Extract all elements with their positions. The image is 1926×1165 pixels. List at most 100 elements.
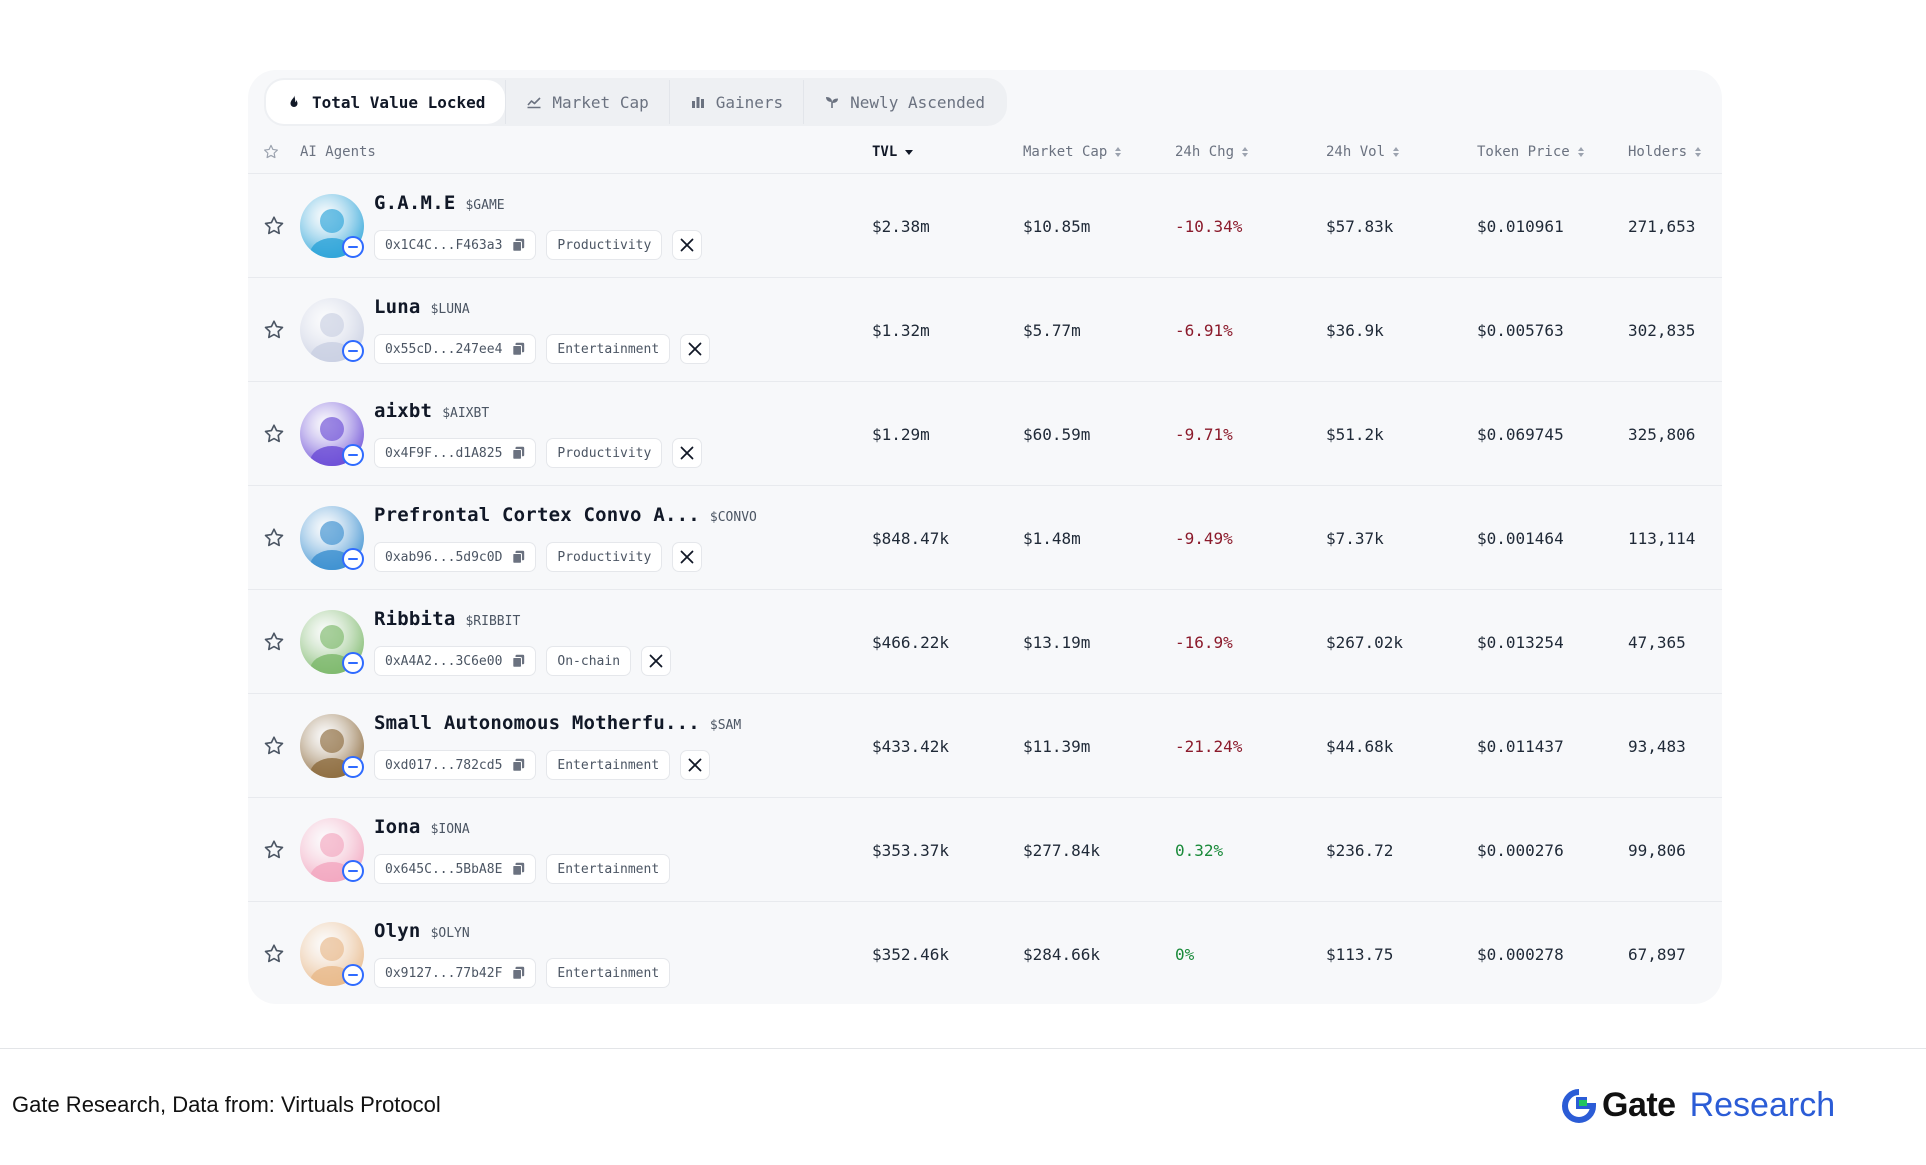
agent-name[interactable]: G.A.M.E: [374, 192, 456, 214]
favorite-star-icon[interactable]: [262, 838, 286, 862]
table-row[interactable]: Ribbita $RIBBIT 0xA4A2...3C6e00 On-chain $46…: [248, 590, 1722, 694]
favorite-star-icon[interactable]: [262, 318, 286, 342]
favorite-star-icon[interactable]: [262, 422, 286, 446]
contract-address: 0x4F9F...d1A825: [385, 445, 503, 461]
x-icon: [649, 654, 663, 668]
contract-address-pill[interactable]: 0xd017...782cd5: [374, 750, 537, 780]
tab-total-value-locked[interactable]: Total Value Locked: [266, 80, 506, 124]
copy-icon[interactable]: [512, 758, 525, 772]
header-tvl[interactable]: TVL: [872, 130, 914, 174]
x-social-link[interactable]: [680, 334, 711, 364]
change-value: -16.9%: [1175, 632, 1233, 652]
header-24h-volume[interactable]: 24h Vol: [1326, 130, 1400, 174]
favorite-star-icon[interactable]: [262, 526, 286, 550]
agent-avatar[interactable]: [300, 922, 364, 986]
copy-icon[interactable]: [512, 654, 525, 668]
category-tag[interactable]: Entertainment: [546, 958, 671, 988]
header-24h-change[interactable]: 24h Chg: [1175, 130, 1249, 174]
token-price-value: $0.001464: [1477, 528, 1564, 548]
x-social-link[interactable]: [672, 542, 703, 572]
category-tag[interactable]: On-chain: [546, 646, 632, 676]
agent-status-badge-icon: [342, 860, 364, 882]
copy-icon[interactable]: [512, 862, 525, 876]
header-market-cap[interactable]: Market Cap: [1023, 130, 1122, 174]
copy-icon[interactable]: [512, 446, 525, 460]
volume-value: $267.02k: [1326, 632, 1404, 652]
category-tag[interactable]: Entertainment: [546, 854, 671, 884]
favorite-star-icon[interactable]: [262, 942, 286, 966]
contract-address-pill[interactable]: 0x1C4C...F463a3: [374, 230, 537, 260]
x-social-link[interactable]: [641, 646, 672, 676]
favorite-star-icon[interactable]: [262, 630, 286, 654]
table-row[interactable]: Prefrontal Cortex Convo A... $CONVO 0xab96…: [248, 486, 1722, 590]
table-row[interactable]: Iona $IONA 0x645C...5BbA8E Entertainment $35…: [248, 798, 1722, 902]
table-row[interactable]: Olyn $OLYN 0x9127...77b42F Entertainment $35…: [248, 902, 1722, 1004]
category-tag[interactable]: Productivity: [546, 542, 663, 572]
tab-market-cap[interactable]: Market Cap: [505, 80, 668, 124]
agent-name[interactable]: Iona: [374, 816, 421, 838]
favorite-star-icon[interactable]: [262, 214, 286, 238]
tvl-value: $1.32m: [872, 320, 930, 340]
contract-address-pill[interactable]: 0xab96...5d9c0D: [374, 542, 537, 572]
agent-status-badge-icon: [342, 964, 364, 986]
volume-value: $57.83k: [1326, 216, 1394, 236]
agent-avatar[interactable]: [300, 298, 364, 362]
table-row[interactable]: Luna $LUNA 0x55cD...247ee4 Entertainment $1.…: [248, 278, 1722, 382]
volume-value: $44.68k: [1326, 736, 1394, 756]
category-tag[interactable]: Productivity: [546, 230, 663, 260]
header-holders[interactable]: Holders: [1628, 130, 1702, 174]
header-token-price[interactable]: Token Price: [1477, 130, 1584, 174]
table-row[interactable]: Small Autonomous Motherfu... $SAM 0xd017..…: [248, 694, 1722, 798]
favorite-all-icon[interactable]: [262, 130, 280, 174]
sprout-icon: [824, 94, 840, 110]
volume-value: $7.37k: [1326, 528, 1384, 548]
copy-icon[interactable]: [512, 966, 525, 980]
category-tag[interactable]: Productivity: [546, 438, 663, 468]
sort-icon: [1695, 147, 1702, 157]
agent-name[interactable]: aixbt: [374, 400, 433, 422]
holders-value: 99,806: [1628, 840, 1686, 860]
volume-value: $113.75: [1326, 944, 1394, 964]
table-row[interactable]: aixbt $AIXBT 0x4F9F...d1A825 Productivity $1…: [248, 382, 1722, 486]
contract-address-pill[interactable]: 0x4F9F...d1A825: [374, 438, 537, 468]
favorite-star-icon[interactable]: [262, 734, 286, 758]
tab-newly-ascended[interactable]: Newly Ascended: [803, 80, 1005, 124]
agent-avatar[interactable]: [300, 714, 364, 778]
agent-name[interactable]: Small Autonomous Motherfu...: [374, 712, 700, 734]
copy-icon[interactable]: [512, 342, 525, 356]
token-price-value: $0.011437: [1477, 736, 1564, 756]
contract-address-pill[interactable]: 0x9127...77b42F: [374, 958, 537, 988]
token-price-value: $0.069745: [1477, 424, 1564, 444]
x-social-link[interactable]: [672, 438, 703, 468]
agent-avatar[interactable]: [300, 194, 364, 258]
contract-address-pill[interactable]: 0xA4A2...3C6e00: [374, 646, 537, 676]
contract-address-pill[interactable]: 0x55cD...247ee4: [374, 334, 537, 364]
tvl-value: $433.42k: [872, 736, 950, 756]
tab-label: Gainers: [715, 92, 784, 112]
market-cap-value: $11.39m: [1023, 736, 1091, 756]
agent-ticker: $SAM: [709, 718, 742, 733]
contract-address-pill[interactable]: 0x645C...5BbA8E: [374, 854, 537, 884]
token-price-value: $0.000276: [1477, 840, 1564, 860]
agent-name[interactable]: Prefrontal Cortex Convo A...: [374, 504, 700, 526]
tvl-value: $848.47k: [872, 528, 950, 548]
x-social-link[interactable]: [680, 750, 711, 780]
agent-name[interactable]: Ribbita: [374, 608, 456, 630]
agent-avatar[interactable]: [300, 506, 364, 570]
agent-avatar[interactable]: [300, 610, 364, 674]
x-social-link[interactable]: [672, 230, 703, 260]
copy-icon[interactable]: [512, 238, 525, 252]
tab-gainers[interactable]: Gainers: [668, 80, 803, 124]
source-caption: Gate Research, Data from: Virtuals Proto…: [12, 1092, 441, 1117]
agent-avatar[interactable]: [300, 402, 364, 466]
category-tag[interactable]: Entertainment: [546, 334, 671, 364]
change-value: -9.49%: [1175, 528, 1233, 548]
copy-icon[interactable]: [512, 550, 525, 564]
table-row[interactable]: G.A.M.E $GAME 0x1C4C...F463a3 Productivity $…: [248, 174, 1722, 278]
agent-avatar[interactable]: [300, 818, 364, 882]
agent-name[interactable]: Olyn: [374, 920, 421, 942]
agent-ticker: $LUNA: [430, 302, 470, 317]
holders-value: 93,483: [1628, 736, 1686, 756]
agent-name[interactable]: Luna: [374, 296, 421, 318]
category-tag[interactable]: Entertainment: [546, 750, 671, 780]
